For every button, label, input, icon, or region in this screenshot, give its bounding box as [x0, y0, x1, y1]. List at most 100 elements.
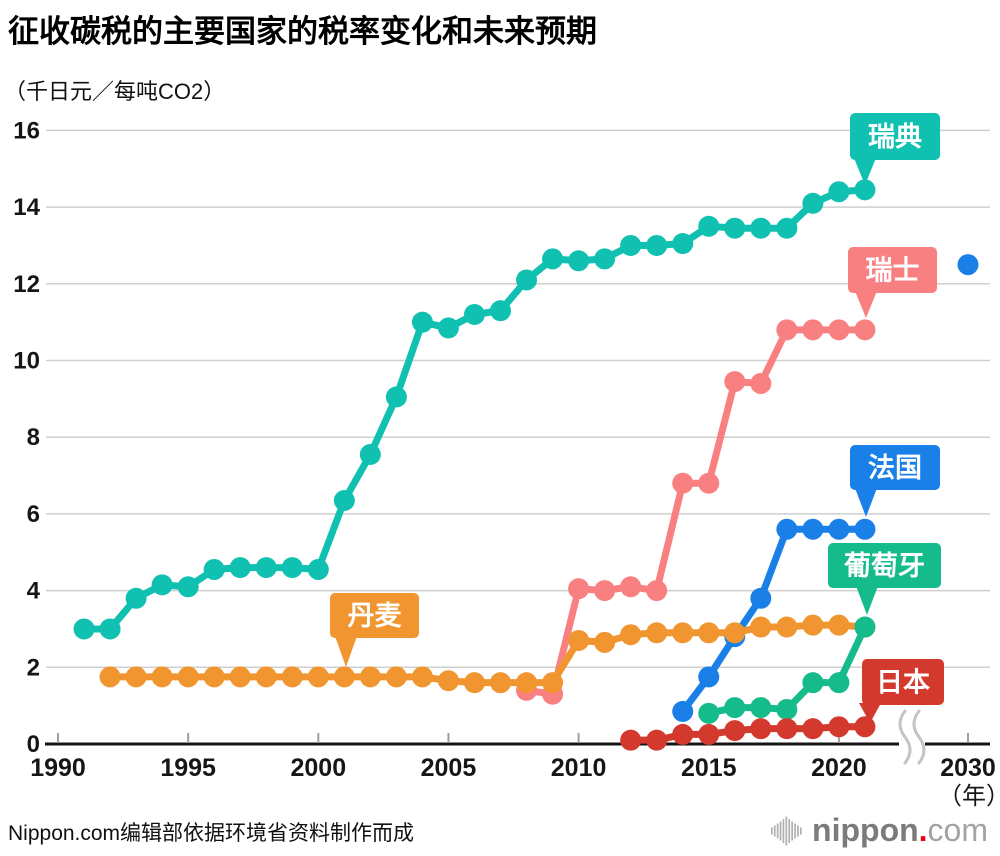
- x-axis-tick-label: 2000: [290, 754, 346, 782]
- y-axis-tick-label: 2: [27, 654, 40, 681]
- source-note: Nippon.com编辑部依据环境省资料制作而成: [8, 822, 415, 845]
- data-point-denmark: [255, 666, 277, 688]
- y-axis-tick-label: 6: [27, 501, 40, 528]
- callout-box: [848, 247, 937, 293]
- x-axis-tick-label: 2015: [681, 754, 737, 782]
- data-point-japan: [854, 716, 876, 738]
- callout-box: [862, 659, 944, 705]
- data-point-portugal: [724, 697, 746, 719]
- data-point-portugal: [750, 697, 772, 719]
- series-callout-sweden: 瑞典: [850, 113, 940, 185]
- series-label-japan: 日本: [876, 668, 930, 698]
- data-point-denmark: [750, 616, 772, 638]
- data-point-sweden: [516, 269, 538, 291]
- data-point-switzerland: [594, 580, 616, 602]
- series-label-denmark: 丹麦: [348, 601, 403, 631]
- series-callout-japan: 日本: [859, 659, 944, 723]
- logo-waveform-bar: [800, 827, 802, 835]
- data-point-sweden: [620, 234, 642, 256]
- data-point-denmark: [281, 666, 303, 688]
- y-axis-tick-label: 0: [27, 731, 40, 758]
- data-point-sweden: [854, 179, 876, 201]
- data-point-sweden: [333, 489, 355, 511]
- logo-waveform-bar: [782, 819, 785, 843]
- series-callout-france: 法国: [850, 445, 940, 517]
- data-point-denmark: [177, 666, 199, 688]
- data-point-denmark: [594, 631, 616, 653]
- data-point-denmark: [437, 670, 459, 692]
- series-callout-portugal: 葡萄牙: [828, 543, 941, 615]
- data-point-switzerland: [568, 578, 590, 600]
- y-axis-tick-label: 10: [13, 348, 40, 375]
- x-axis-tick-label: 2030: [940, 754, 996, 782]
- data-point-denmark: [333, 666, 355, 688]
- data-point-sweden: [490, 300, 512, 322]
- logo-waveform-bar: [773, 825, 776, 837]
- data-point-japan: [620, 729, 642, 751]
- axis-break-mark: [898, 709, 912, 765]
- data-point-denmark: [359, 666, 381, 688]
- y-axis-unit-label: （千日元／每吨CO2）: [4, 79, 226, 104]
- logo-text: nippon.com: [812, 810, 988, 850]
- y-axis-tick-label: 16: [13, 117, 40, 144]
- data-point-sweden: [698, 215, 720, 237]
- data-point-japan: [750, 718, 772, 740]
- x-axis-tick-label: 2020: [811, 754, 867, 782]
- data-point-sweden: [568, 250, 590, 272]
- data-point-sweden: [229, 557, 251, 579]
- series-line-japan: [627, 723, 869, 744]
- data-point-switzerland: [854, 319, 876, 341]
- y-axis-tick-label: 14: [13, 194, 40, 221]
- x-axis-tick-label: 2010: [551, 754, 607, 782]
- data-point-denmark: [203, 666, 225, 688]
- data-point-sweden: [151, 574, 173, 596]
- logo-waveform-bar: [771, 827, 773, 835]
- logo-waveform-bar: [779, 821, 782, 841]
- data-point-sweden: [359, 443, 381, 465]
- data-point-france: [854, 518, 876, 540]
- callout-pointer: [855, 291, 877, 318]
- data-point-sweden: [672, 233, 694, 255]
- data-point-japan: [724, 720, 746, 742]
- logo-waveform-icon: [771, 816, 802, 846]
- data-point-sweden: [437, 317, 459, 339]
- data-point-sweden: [203, 559, 225, 581]
- data-point-sweden: [802, 192, 824, 214]
- projection-dot-france: [957, 254, 979, 276]
- data-point-sweden: [594, 248, 616, 270]
- data-point-denmark: [672, 622, 694, 644]
- data-point-denmark: [463, 672, 485, 694]
- logo-waveform-bar: [791, 821, 794, 841]
- logo-waveform-bar: [794, 823, 796, 839]
- data-point-portugal: [828, 672, 850, 694]
- data-point-denmark: [385, 666, 407, 688]
- callout-box: [828, 543, 941, 588]
- data-point-sweden: [255, 557, 277, 579]
- data-point-japan: [802, 718, 824, 740]
- data-point-france: [698, 666, 720, 688]
- data-point-switzerland: [776, 319, 798, 341]
- data-point-switzerland: [672, 472, 694, 494]
- series-label-portugal: 葡萄牙: [844, 551, 925, 581]
- data-point-switzerland: [698, 472, 720, 494]
- data-point-denmark: [698, 622, 720, 644]
- logo-text-com: com: [927, 812, 988, 848]
- data-point-switzerland: [620, 576, 642, 598]
- data-point-japan: [646, 729, 668, 751]
- data-point-france: [750, 587, 772, 609]
- series-label-france: 法国: [868, 453, 922, 483]
- data-point-sweden: [385, 386, 407, 408]
- callout-box: [850, 113, 940, 160]
- data-point-france: [802, 518, 824, 540]
- series-label-switzerland: 瑞士: [866, 256, 920, 286]
- logo-text-nippon: nippon: [812, 812, 919, 848]
- data-point-sweden: [411, 311, 433, 333]
- logo-waveform-bar: [788, 819, 791, 843]
- nippon-logo: nippon.com: [767, 810, 988, 850]
- series-line-sweden: [80, 186, 869, 633]
- data-point-denmark: [802, 614, 824, 636]
- data-point-denmark: [490, 672, 512, 694]
- data-point-denmark: [307, 666, 329, 688]
- data-point-denmark: [229, 666, 251, 688]
